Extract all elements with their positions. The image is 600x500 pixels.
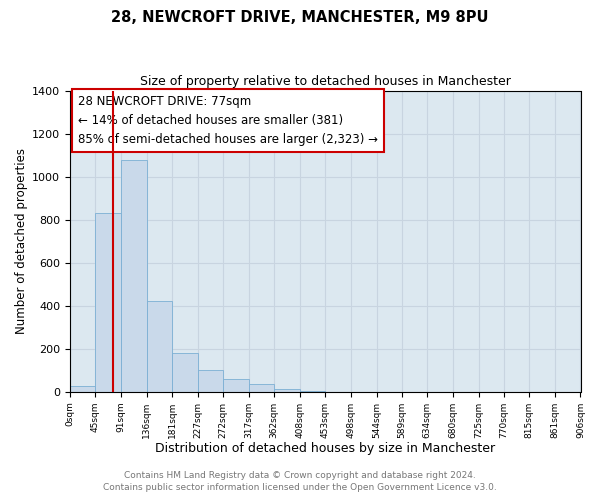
Bar <box>248 384 274 392</box>
Text: 28, NEWCROFT DRIVE, MANCHESTER, M9 8PU: 28, NEWCROFT DRIVE, MANCHESTER, M9 8PU <box>111 10 489 25</box>
X-axis label: Distribution of detached houses by size in Manchester: Distribution of detached houses by size … <box>155 442 496 455</box>
Bar <box>95 213 121 392</box>
Bar <box>146 302 172 392</box>
Bar <box>274 388 300 392</box>
Bar <box>70 386 95 392</box>
Bar <box>121 160 146 392</box>
Text: 28 NEWCROFT DRIVE: 77sqm
← 14% of detached houses are smaller (381)
85% of semi-: 28 NEWCROFT DRIVE: 77sqm ← 14% of detach… <box>77 95 377 146</box>
Y-axis label: Number of detached properties: Number of detached properties <box>15 148 28 334</box>
Bar <box>300 390 325 392</box>
Bar <box>223 380 248 392</box>
Title: Size of property relative to detached houses in Manchester: Size of property relative to detached ho… <box>140 75 511 88</box>
Bar <box>172 353 198 392</box>
Text: Contains HM Land Registry data © Crown copyright and database right 2024.
Contai: Contains HM Land Registry data © Crown c… <box>103 471 497 492</box>
Bar <box>198 370 223 392</box>
